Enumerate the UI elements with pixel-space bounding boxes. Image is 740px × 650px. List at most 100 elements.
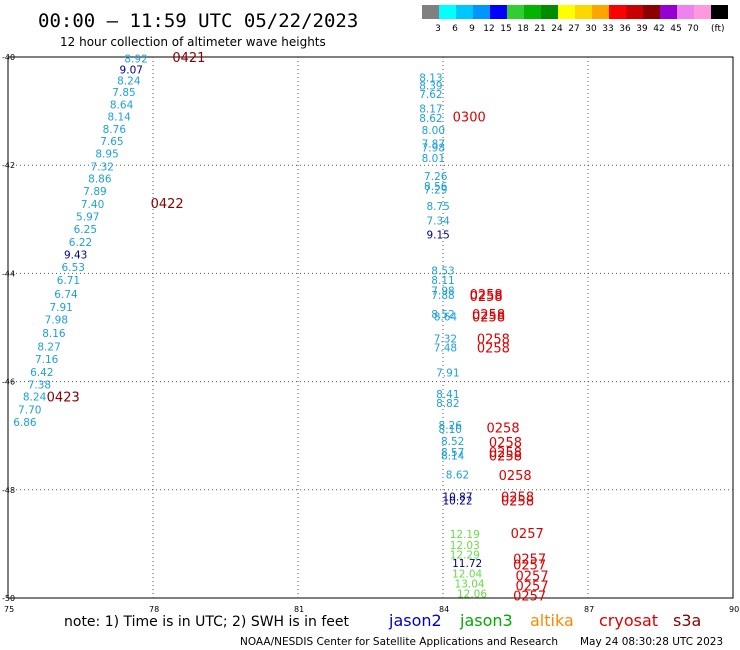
time-label: 0258	[470, 290, 503, 305]
wave-height-label: 7.70	[18, 405, 41, 417]
wave-height-label: 13.04	[455, 578, 485, 590]
color-scale-swatch	[609, 5, 626, 19]
wave-height-label: 8.62	[419, 113, 442, 125]
wave-height-label: 8.56	[424, 181, 448, 193]
wave-height-label: 5.97	[76, 212, 99, 224]
wave-height-label: 8.95	[95, 148, 118, 160]
wave-height-label: 8.39	[419, 81, 442, 93]
wave-height-label: 9.43	[64, 249, 87, 261]
y-tick-label: -50	[2, 594, 15, 603]
y-tick-label: -40	[2, 53, 15, 62]
wave-height-label: 8.26	[439, 420, 463, 432]
wave-height-label: 7.88	[431, 290, 454, 302]
color-scale-label: 27	[568, 24, 579, 34]
time-label: 0421	[172, 51, 205, 66]
color-scale-label: 39	[636, 24, 648, 34]
time-label: 0257	[511, 527, 544, 542]
x-tick-labels: 75 78 81 84 87 90	[4, 605, 739, 614]
color-scale-unit: (ft)	[711, 24, 725, 34]
wave-height-label: 8.14	[107, 112, 131, 124]
wave-height-label: 12.19	[450, 529, 480, 541]
color-scale-swatch	[643, 5, 660, 19]
color-scale-swatch	[473, 5, 490, 19]
time-label: 0423	[47, 391, 80, 406]
time-label: 0422	[151, 197, 184, 212]
time-label: 0257	[516, 580, 549, 595]
wave-height-label: 6.74	[54, 289, 78, 301]
time-label: 0258	[472, 308, 505, 323]
time-label: 0258	[472, 311, 505, 326]
wave-height-label: 8.16	[42, 328, 66, 340]
wave-height-label: 8.86	[88, 174, 112, 186]
satellite-legend-s3a: s3a	[673, 611, 701, 630]
satellite-legend: jason2 jason3 altika cryosat s3a	[388, 611, 701, 630]
wave-height-label: 8.01	[422, 153, 445, 165]
time-labels: 0421042204230300025802580258025802580258…	[47, 51, 549, 604]
color-scale-label: 42	[653, 24, 664, 34]
wave-height-label: 7.48	[434, 343, 457, 355]
color-scale-label: 12	[483, 24, 494, 34]
x-tick-label: 90	[729, 605, 739, 614]
wave-height-label: 7.26	[424, 171, 448, 183]
wave-height-label: 7.32	[91, 161, 114, 173]
time-label: 0258	[489, 446, 522, 461]
wave-height-label: 7.91	[49, 302, 72, 314]
wave-height-label: 7.32	[434, 333, 457, 345]
wave-height-label: 6.25	[74, 224, 97, 236]
color-scale-label: 9	[469, 24, 475, 34]
satellite-legend-jason3: jason3	[459, 611, 513, 630]
wave-height-label: 7.87	[422, 139, 445, 151]
y-tick-label: -44	[2, 269, 15, 278]
wave-height-label: 7.85	[112, 87, 135, 99]
color-scale-label: 3	[435, 24, 441, 34]
time-label: 0258	[487, 422, 520, 437]
satellite-legend-jason2: jason2	[388, 611, 442, 630]
wave-height-label: 8.00	[422, 125, 445, 137]
color-scale-swatch	[456, 5, 473, 19]
wave-height-label: 9.07	[120, 64, 143, 76]
time-label: 0300	[453, 111, 486, 126]
color-scale-swatch	[422, 5, 439, 19]
time-label: 0257	[516, 569, 549, 584]
y-tick-label: -42	[2, 161, 15, 170]
wave-height-label: 7.29	[424, 185, 447, 197]
wave-height-label: 7.98	[431, 286, 454, 298]
wave-height-label: 8.27	[37, 341, 60, 353]
wave-height-label: 7.98	[45, 314, 68, 326]
wave-height-label: 12.06	[457, 589, 487, 601]
color-scale-swatch	[711, 5, 728, 19]
color-scale-label: 70	[687, 24, 699, 34]
y-tick-labels: -40 -42 -44 -46 -48 -50	[2, 53, 15, 603]
wave-height-label: 6.53	[62, 262, 85, 274]
wave-height-label: 6.86	[13, 417, 37, 429]
color-scale-label: 33	[602, 24, 613, 34]
color-scale-label: 36	[619, 24, 631, 34]
wave-height-label: 8.62	[446, 470, 469, 482]
wave-height-label: 8.53	[431, 266, 454, 278]
x-tick-label: 75	[4, 605, 14, 614]
wave-height-label: 8.11	[431, 275, 454, 287]
color-scale-label: 24	[551, 24, 563, 34]
wave-height-label: 7.98	[422, 142, 445, 154]
wave-height-label: 6.22	[69, 237, 92, 249]
color-scale-swatch	[524, 5, 541, 19]
time-label: 0258	[477, 332, 510, 347]
footer-timestamp: May 24 08:30:28 UTC 2023	[580, 636, 723, 648]
color-scale-swatch	[575, 5, 592, 19]
wave-height-label: 8.24	[117, 75, 141, 87]
footer-credit: NOAA/NESDIS Center for Satellite Applica…	[240, 636, 558, 648]
wave-height-label: 8.76	[103, 124, 127, 136]
time-label: 0258	[477, 342, 510, 357]
satellite-legend-altika: altika	[530, 611, 574, 630]
time-label: 0257	[513, 553, 546, 568]
wave-height-label: 9.15	[426, 229, 449, 241]
time-label: 0258	[501, 495, 534, 510]
color-scale-swatch	[660, 5, 677, 19]
y-tick-label: -46	[2, 378, 15, 387]
wave-height-label: 10.22	[442, 496, 472, 508]
color-scale-swatch	[439, 5, 456, 19]
color-scale-swatch	[677, 5, 694, 19]
wave-height-label: 7.16	[35, 354, 59, 366]
color-scale-swatch	[626, 5, 643, 19]
wave-height-label: 8.52	[431, 309, 454, 321]
